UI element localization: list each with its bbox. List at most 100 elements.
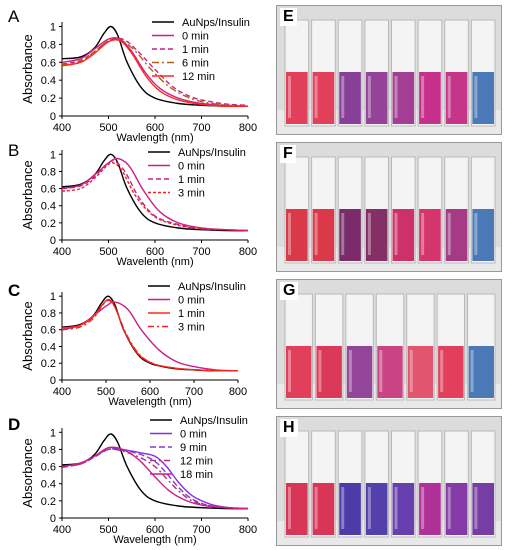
cuvette-solution-4	[392, 483, 415, 535]
cuvette-highlight-5	[421, 487, 425, 529]
legend-label-1: 0 min	[180, 429, 207, 441]
legend-label-1: 0 min	[178, 161, 205, 173]
series-line-0	[61, 25, 249, 107]
cuvette-highlight-5	[421, 76, 425, 118]
legend-label-0: AuNps/Insulin	[178, 281, 246, 293]
series-line-4	[61, 38, 249, 108]
y-tick-label: 0.6	[41, 325, 56, 337]
cuvette-highlight-0	[288, 350, 291, 392]
cuvette-highlight-0	[288, 213, 291, 255]
cuvette-solution-3	[365, 483, 388, 535]
series-line-1	[61, 446, 249, 510]
y-tick-label: 0.2	[41, 93, 56, 105]
x-tick-label: 700	[185, 386, 203, 398]
cuvette-highlight-3	[367, 213, 371, 255]
legend-label-2: 1 min	[178, 308, 205, 320]
x-tick-label: 800	[239, 246, 257, 258]
panel-label-h: H	[280, 419, 298, 437]
legend-label-0: AuNps/Insulin	[180, 415, 248, 427]
cuvette-highlight-3	[367, 487, 371, 529]
cuvette-photo-h: H	[276, 416, 502, 546]
cuvette-highlight-1	[314, 76, 318, 118]
cuvette-highlight-7	[474, 76, 478, 118]
cuvette-highlight-4	[394, 487, 398, 529]
cuvette-highlight-0	[288, 76, 291, 118]
panel-label-e: E	[280, 8, 297, 26]
cuvette-solution-1	[316, 346, 342, 398]
panel-label-f: F	[280, 145, 296, 163]
x-tick-label: 600	[146, 524, 164, 536]
cuvette-solution-0	[286, 346, 312, 398]
y-tick-label: 0.2	[41, 496, 56, 508]
legend-label-3: 3 min	[178, 322, 205, 334]
absorbance-spectra-figure: A 0 0.2 0.4 0.6 0.8 1 400 500 600 700 800 Wavlength …	[8, 7, 257, 546]
y-tick-label: 0.6	[41, 462, 56, 474]
cuvette-highlight-4	[394, 213, 398, 255]
cuvette-solution-1	[312, 483, 335, 535]
series-line-2	[61, 160, 249, 232]
x-tick-label: 400	[53, 246, 71, 258]
cuvette-solution-7	[472, 72, 494, 124]
y-tick-label: 0	[50, 375, 56, 387]
cuvette-solution-5	[419, 209, 441, 261]
x-tick-label: 500	[99, 524, 117, 536]
cuvette-highlight-4	[394, 76, 398, 118]
cuvette-solution-5	[419, 72, 441, 124]
cuvette-solution-2	[339, 483, 361, 535]
y-axis-title: Absorbance	[20, 301, 35, 370]
chart-panel-b: B 0 0.2 0.4 0.6 0.8 1 400 500 600 700 800 Wavelenth …	[8, 141, 257, 268]
cuvette-highlight-7	[474, 213, 478, 255]
cuvette-photo-g-image	[277, 280, 501, 408]
cuvette-solution-2	[346, 346, 373, 398]
cuvette-highlight-3	[367, 76, 371, 118]
cuvette-highlight-5	[421, 213, 425, 255]
y-tick-label: 0.4	[41, 201, 56, 213]
x-tick-label: 700	[192, 122, 210, 134]
series-line-4	[61, 446, 249, 510]
cuvette-solution-6	[445, 483, 468, 535]
cuvette-photo-e: E	[276, 5, 502, 135]
x-tick-label: 600	[141, 386, 159, 398]
panel-label: A	[8, 7, 20, 26]
cuvette-highlight-6	[447, 487, 451, 529]
cuvette-solution-2	[339, 209, 361, 261]
x-tick-label: 500	[99, 246, 117, 258]
legend-label-1: 0 min	[182, 31, 209, 43]
y-tick-label: 0.2	[41, 358, 56, 370]
chart-panel-a: A 0 0.2 0.4 0.6 0.8 1 400 500 600 700 800 Wavlength …	[8, 7, 257, 144]
x-tick-label: 400	[53, 524, 71, 536]
y-tick-label: 0	[50, 235, 56, 247]
chart-panel-c: C 0 0.2 0.4 0.6 0.8 1 400 500 600 700 800 Wavelength…	[8, 281, 247, 408]
series-line-1	[61, 36, 249, 107]
y-tick-label: 1	[50, 291, 56, 303]
legend-label-2: 9 min	[180, 442, 207, 454]
y-tick-label: 0.8	[41, 39, 56, 51]
panel-label: D	[8, 415, 20, 434]
series-line-0	[61, 433, 249, 510]
y-tick-label: 1	[50, 427, 56, 439]
cuvette-highlight-1	[314, 487, 318, 529]
cuvette-solution-6	[445, 72, 468, 124]
series-line-0	[61, 295, 239, 372]
cuvette-solution-4	[407, 346, 434, 398]
cuvette-photo-e-image	[277, 6, 501, 134]
legend-label-3: 3 min	[178, 188, 205, 200]
y-tick-label: 0	[50, 111, 56, 123]
cuvette-highlight-2	[341, 487, 345, 529]
legend-label-2: 1 min	[182, 44, 209, 56]
y-tick-label: 1	[50, 21, 56, 33]
y-tick-label: 0.8	[41, 166, 56, 178]
y-tick-label: 0.8	[41, 308, 56, 320]
cuvette-photo-h-image	[277, 417, 501, 545]
x-tick-label: 800	[229, 386, 247, 398]
legend-label-3: 6 min	[182, 58, 209, 70]
cuvette-solution-0	[286, 483, 308, 535]
cuvette-solution-6	[445, 209, 468, 261]
cuvette-solution-5	[419, 483, 441, 535]
panel-label-g: G	[280, 282, 299, 300]
cuvette-photo-f: F	[276, 142, 502, 272]
cuvette-solution-1	[312, 209, 335, 261]
y-tick-label: 0	[50, 513, 56, 525]
cuvette-solution-7	[472, 483, 494, 535]
x-tick-label: 700	[192, 524, 210, 536]
